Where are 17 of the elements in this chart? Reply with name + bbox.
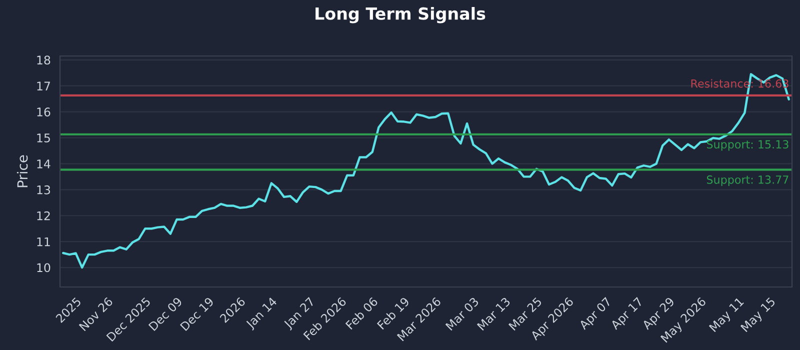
y-tick-label: 16 [37, 108, 50, 116]
y-tick-label: 10 [37, 263, 50, 272]
y-axis-title: Price [16, 155, 28, 188]
y-tick-label: 11 [37, 237, 50, 246]
y-tick-label: 12 [37, 211, 50, 220]
x-tick-label: Jan 14 [245, 296, 279, 331]
y-tick-label: 18 [37, 56, 50, 65]
ref-line-label: Support: 13.77 [706, 175, 788, 186]
line-series [62, 73, 790, 269]
x-tick-label: Feb 06 [345, 296, 378, 330]
y-tick-label: 17 [37, 82, 50, 90]
y-tick-label: 14 [37, 160, 50, 168]
chart-title: Long Term Signals [316, 7, 486, 24]
y-tick-label: 15 [37, 134, 50, 142]
ref-line-label: Support: 15.13 [706, 140, 788, 151]
x-tick-label: Dec 19 [180, 296, 214, 332]
y-tick-label: 13 [37, 185, 50, 194]
